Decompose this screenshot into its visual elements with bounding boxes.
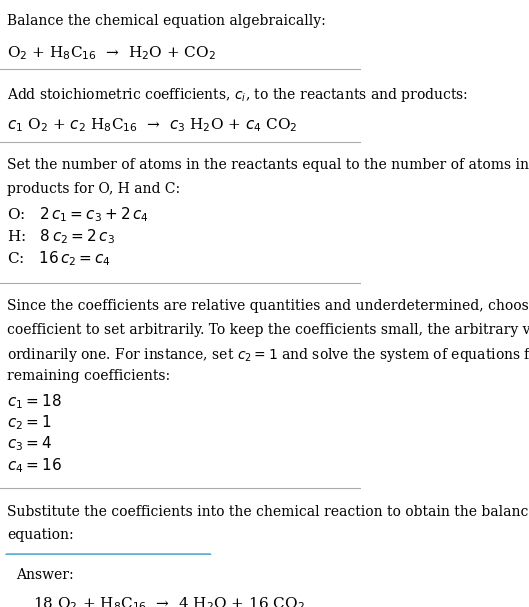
- Text: remaining coefficients:: remaining coefficients:: [7, 369, 170, 383]
- Text: O:   $2\,c_1 = c_3 + 2\,c_4$: O: $2\,c_1 = c_3 + 2\,c_4$: [7, 205, 149, 223]
- Text: products for O, H and C:: products for O, H and C:: [7, 181, 180, 195]
- Text: coefficient to set arbitrarily. To keep the coefficients small, the arbitrary va: coefficient to set arbitrarily. To keep …: [7, 322, 529, 336]
- Text: $c_3 = 4$: $c_3 = 4$: [7, 435, 52, 453]
- Text: 18 O$_2$ + H$_8$C$_{16}$  →  4 H$_2$O + 16 CO$_2$: 18 O$_2$ + H$_8$C$_{16}$ → 4 H$_2$O + 16…: [32, 595, 304, 607]
- Text: Substitute the coefficients into the chemical reaction to obtain the balanced: Substitute the coefficients into the che…: [7, 504, 529, 518]
- Text: $c_2 = 1$: $c_2 = 1$: [7, 413, 52, 432]
- Text: H:   $8\,c_2 = 2\,c_3$: H: $8\,c_2 = 2\,c_3$: [7, 227, 115, 246]
- Text: $c_1 = 18$: $c_1 = 18$: [7, 393, 62, 411]
- Text: $c_4 = 16$: $c_4 = 16$: [7, 456, 62, 475]
- Text: Since the coefficients are relative quantities and underdetermined, choose a: Since the coefficients are relative quan…: [7, 299, 529, 313]
- Text: Add stoichiometric coefficients, $c_i$, to the reactants and products:: Add stoichiometric coefficients, $c_i$, …: [7, 86, 468, 104]
- Text: Set the number of atoms in the reactants equal to the number of atoms in the: Set the number of atoms in the reactants…: [7, 158, 529, 172]
- Text: O$_2$ + H$_8$C$_{16}$  →  H$_2$O + CO$_2$: O$_2$ + H$_8$C$_{16}$ → H$_2$O + CO$_2$: [7, 44, 216, 62]
- Text: ordinarily one. For instance, set $c_2 = 1$ and solve the system of equations fo: ordinarily one. For instance, set $c_2 =…: [7, 346, 529, 364]
- Text: equation:: equation:: [7, 528, 74, 542]
- Text: Answer:: Answer:: [16, 568, 74, 582]
- FancyBboxPatch shape: [5, 554, 211, 607]
- Text: C:   $16\,c_2 = c_4$: C: $16\,c_2 = c_4$: [7, 249, 111, 268]
- Text: $c_1$ O$_2$ + $c_2$ H$_8$C$_{16}$  →  $c_3$ H$_2$O + $c_4$ CO$_2$: $c_1$ O$_2$ + $c_2$ H$_8$C$_{16}$ → $c_3…: [7, 117, 298, 134]
- Text: Balance the chemical equation algebraically:: Balance the chemical equation algebraica…: [7, 14, 326, 28]
